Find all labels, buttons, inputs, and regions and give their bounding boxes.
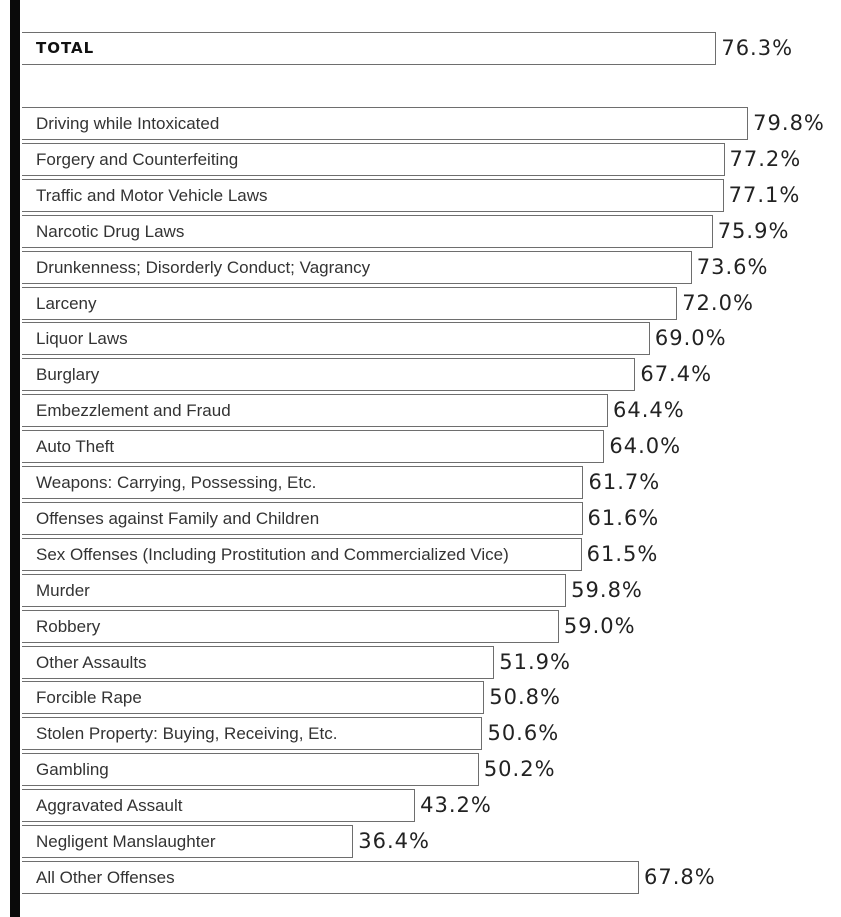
category-label: Liquor Laws <box>36 329 128 349</box>
category-label: Weapons: Carrying, Possessing, Etc. <box>36 473 317 492</box>
value-label: 67.8% <box>643 864 716 889</box>
bar <box>22 609 559 643</box>
category-label: Other Assaults <box>36 652 147 672</box>
value-label: 50.6% <box>487 721 560 746</box>
bar <box>22 753 479 787</box>
bar <box>22 466 584 499</box>
bar <box>22 860 639 894</box>
category-label: Traffic and Motor Vehicle Laws <box>36 185 268 205</box>
axis-line <box>10 0 20 917</box>
value-label: 51.9% <box>499 649 571 674</box>
bar <box>22 789 416 823</box>
category-label: Robbery <box>36 616 101 636</box>
value-label: 79.8% <box>753 111 825 135</box>
category-label: Embezzlement and Fraud <box>36 401 231 421</box>
bar <box>22 537 582 571</box>
value-label: 77.1% <box>728 182 801 207</box>
bar <box>22 286 678 320</box>
category-label: Gambling <box>36 760 109 780</box>
bar <box>22 394 609 428</box>
value-label: 59.8% <box>571 577 643 602</box>
value-label: 50.2% <box>483 757 556 782</box>
value-label: 50.8% <box>489 685 561 710</box>
bar <box>22 107 749 140</box>
category-label: Sex Offenses (Including Prostitution and… <box>36 544 509 564</box>
bar <box>22 178 724 212</box>
value-label: 75.9% <box>717 218 790 243</box>
total-label: TOTAL <box>36 39 95 57</box>
value-label: 67.4% <box>640 362 713 387</box>
category-label: Burglary <box>36 365 100 385</box>
bar <box>22 681 485 715</box>
bar <box>22 501 583 535</box>
category-label: All Other Offenses <box>36 867 175 887</box>
category-label: Larceny <box>36 293 97 313</box>
total-bar <box>22 32 717 65</box>
category-label: Aggravated Assault <box>36 796 183 816</box>
bar <box>22 322 650 356</box>
value-label: 43.2% <box>420 793 492 818</box>
value-label: 36.4% <box>358 829 430 853</box>
bar <box>22 358 636 392</box>
value-label: 61.6% <box>587 505 660 530</box>
value-label: 61.5% <box>586 541 659 566</box>
value-label: 64.0% <box>609 434 682 459</box>
bar <box>22 717 483 751</box>
bar <box>22 142 725 176</box>
category-label: Driving while Intoxicated <box>36 114 220 133</box>
category-label: Offenses against Family and Children <box>36 508 320 528</box>
category-label: Stolen Property: Buying, Receiving, Etc. <box>36 724 338 744</box>
category-label: Murder <box>36 580 90 600</box>
bar <box>22 573 567 607</box>
value-label: 77.2% <box>729 146 802 171</box>
value-label: 64.4% <box>613 398 685 423</box>
value-label: 59.0% <box>563 613 636 638</box>
value-label: 73.6% <box>696 254 769 279</box>
value-label: 69.0% <box>654 326 727 351</box>
category-label: Forgery and Counterfeiting <box>36 149 239 169</box>
category-label: Drunkenness; Disorderly Conduct; Vagranc… <box>36 257 371 277</box>
bar <box>22 250 692 284</box>
bar <box>22 430 605 464</box>
category-label: Negligent Manslaughter <box>36 832 216 851</box>
value-label: 72.0% <box>682 290 754 315</box>
value-label: 61.7% <box>588 470 661 494</box>
category-label: Auto Theft <box>36 437 115 457</box>
category-label: Narcotic Drug Laws <box>36 221 185 241</box>
bar <box>22 214 713 248</box>
bar <box>22 825 354 858</box>
bar <box>22 645 495 679</box>
category-label: Forcible Rape <box>36 688 142 708</box>
total-value-label: 76.3% <box>721 36 794 60</box>
